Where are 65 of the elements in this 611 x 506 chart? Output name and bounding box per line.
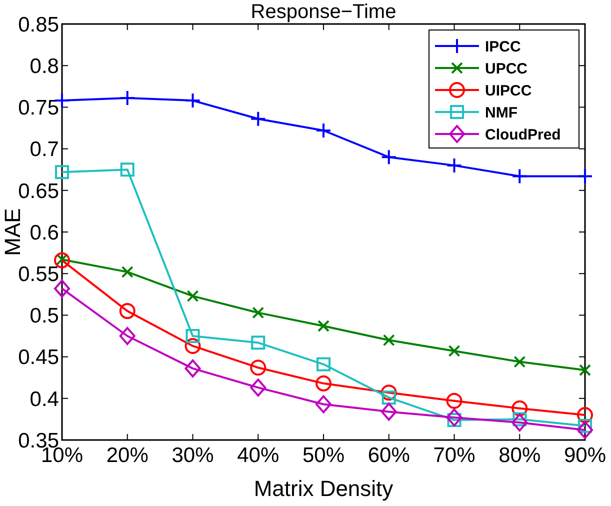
point — [184, 92, 201, 109]
point — [446, 408, 462, 427]
point — [382, 390, 396, 405]
point — [120, 162, 134, 177]
point — [186, 329, 200, 343]
x-tick-label: 90% — [564, 444, 606, 467]
point — [380, 402, 397, 421]
y-tick-label: 0.8 — [30, 54, 59, 78]
point — [577, 421, 593, 440]
point — [119, 327, 136, 345]
point — [448, 344, 460, 357]
point — [512, 414, 528, 432]
point — [251, 336, 266, 350]
point — [512, 168, 528, 184]
y-tick-label: 0.75 — [18, 96, 59, 120]
point — [446, 157, 462, 174]
point — [184, 338, 201, 354]
x-tick-label: 20% — [106, 444, 148, 467]
x-tick-label: 70% — [433, 444, 476, 467]
point — [514, 356, 526, 368]
legend-label: UIPCC — [485, 82, 532, 100]
point — [184, 359, 201, 378]
point — [186, 290, 199, 302]
point — [250, 110, 266, 127]
point — [316, 395, 332, 414]
x-tick-label: 50% — [302, 444, 345, 467]
point — [250, 378, 266, 397]
y-tick-label: 0.45 — [18, 346, 59, 370]
y-tick-label: 0.4 — [30, 388, 60, 411]
point — [382, 334, 395, 346]
point — [380, 149, 397, 166]
y-tick-label: 0.6 — [30, 221, 59, 244]
y-tick-label: 0.7 — [30, 138, 59, 162]
point — [316, 375, 332, 392]
x-axis-title: Matrix Density — [254, 476, 394, 501]
x-tick-label: 60% — [368, 444, 410, 467]
point — [512, 400, 528, 416]
point — [55, 165, 69, 180]
legend-label: NMF — [485, 104, 518, 122]
legend-label: CloudPred — [485, 126, 561, 144]
point — [119, 303, 136, 320]
y-tick-label: 0.65 — [18, 180, 59, 203]
chart-title: Response−Time — [250, 1, 396, 23]
point — [446, 392, 462, 409]
point — [577, 168, 593, 184]
y-tick-label: 0.55 — [18, 262, 59, 286]
point — [316, 357, 330, 372]
y-tick-label: 0.85 — [18, 13, 59, 36]
x-tick-label: 30% — [172, 444, 214, 467]
x-tick-label: 40% — [237, 444, 280, 467]
point — [577, 407, 593, 424]
legend-label: IPCC — [485, 38, 522, 56]
point — [318, 320, 330, 332]
y-axis-title: MAE — [0, 208, 25, 256]
point — [252, 306, 264, 319]
point — [121, 266, 134, 278]
legend-label: UPCC — [485, 60, 528, 78]
point — [380, 384, 397, 401]
point — [579, 364, 591, 376]
point — [54, 280, 70, 298]
point — [250, 360, 266, 376]
point — [316, 122, 332, 138]
y-tick-label: 0.5 — [30, 304, 59, 328]
point — [119, 90, 136, 106]
x-tick-label: 80% — [498, 444, 541, 467]
